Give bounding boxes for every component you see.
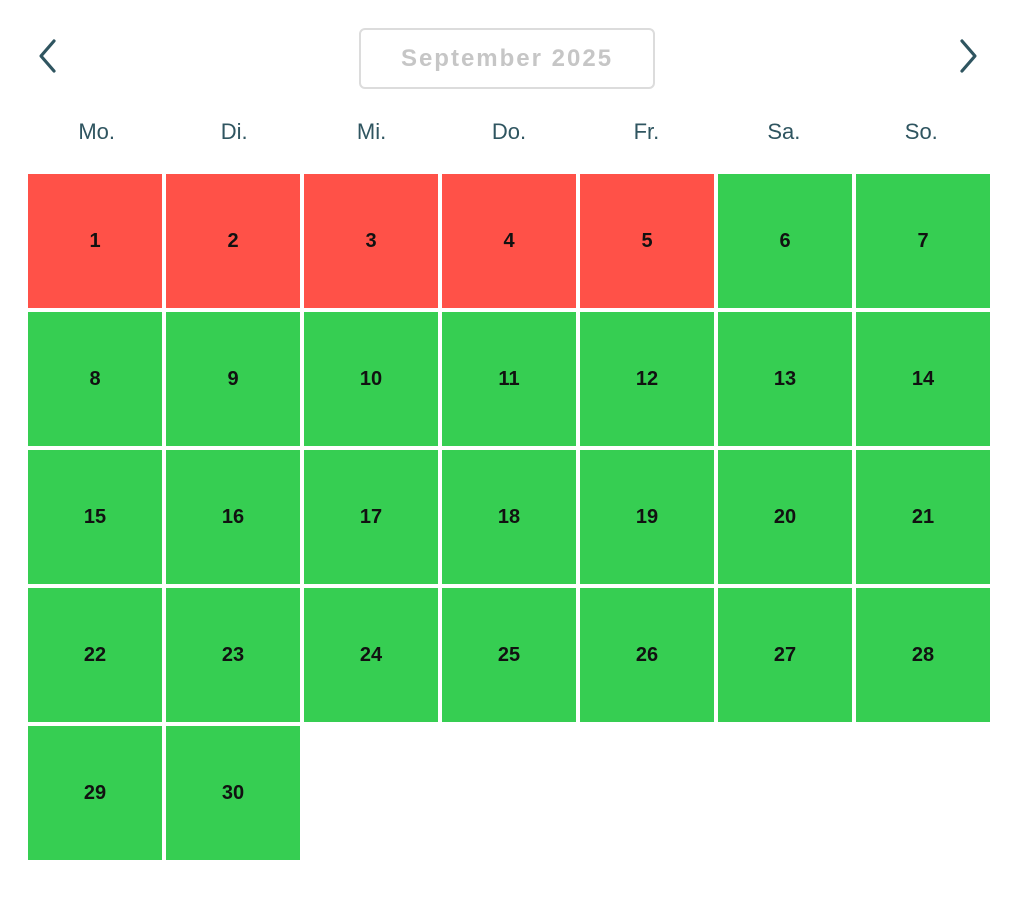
day-cell[interactable]: 23 [166,588,300,722]
day-cell[interactable]: 5 [580,174,714,308]
chevron-right-icon [960,39,977,73]
day-cell[interactable]: 27 [718,588,852,722]
day-cell[interactable]: 1 [28,174,162,308]
weekday-mi: Mi. [356,119,387,144]
weekday-fr: Fr. [633,119,660,144]
day-cell[interactable]: 2 [166,174,300,308]
weekday-header-row: Mo. Di. Mi. Do. Fr. Sa. So. [28,114,990,150]
weekday-mo: Mo. [78,119,116,144]
calendar-grid: 1 2 3 4 5 6 7 8 9 10 11 12 13 14 15 16 1… [28,174,990,860]
day-cell[interactable]: 14 [856,312,990,446]
month-title-button[interactable]: September 2025 [359,28,655,89]
day-cell[interactable]: 9 [166,312,300,446]
chevron-left-icon [39,39,56,73]
day-cell[interactable]: 21 [856,450,990,584]
month-label: September 2025 [400,44,614,72]
day-cell[interactable]: 12 [580,312,714,446]
day-cell[interactable]: 17 [304,450,438,584]
day-cell[interactable]: 20 [718,450,852,584]
day-cell[interactable]: 22 [28,588,162,722]
day-cell[interactable]: 16 [166,450,300,584]
day-cell[interactable]: 30 [166,726,300,860]
day-cell[interactable]: 15 [28,450,162,584]
day-cell[interactable]: 29 [28,726,162,860]
weekday-do: Do. [491,119,527,144]
day-cell[interactable]: 10 [304,312,438,446]
day-cell[interactable]: 24 [304,588,438,722]
day-cell[interactable]: 28 [856,588,990,722]
day-cell[interactable]: 26 [580,588,714,722]
day-cell[interactable]: 11 [442,312,576,446]
day-cell[interactable]: 6 [718,174,852,308]
day-cell[interactable]: 8 [28,312,162,446]
day-cell[interactable]: 13 [718,312,852,446]
weekday-di: Di. [220,119,248,144]
day-cell[interactable]: 7 [856,174,990,308]
day-cell[interactable]: 18 [442,450,576,584]
day-cell[interactable]: 19 [580,450,714,584]
day-cell[interactable]: 3 [304,174,438,308]
prev-month-button[interactable] [26,34,70,78]
next-month-button[interactable] [946,34,990,78]
day-cell[interactable]: 25 [442,588,576,722]
weekday-so: So. [904,119,938,144]
weekday-sa: Sa. [767,119,801,144]
day-cell[interactable]: 4 [442,174,576,308]
